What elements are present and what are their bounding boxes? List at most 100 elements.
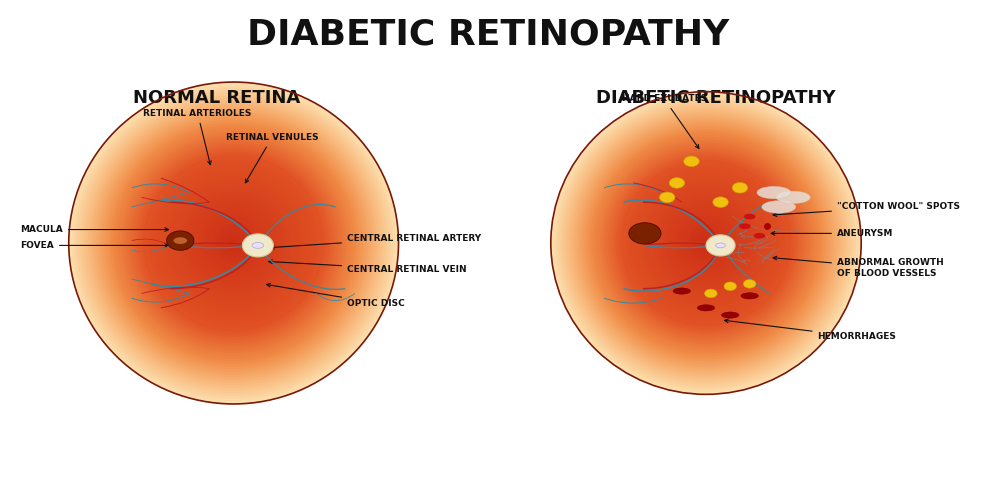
Ellipse shape xyxy=(225,235,242,251)
Ellipse shape xyxy=(214,224,253,262)
Ellipse shape xyxy=(99,112,369,374)
Circle shape xyxy=(716,243,725,248)
Ellipse shape xyxy=(102,114,366,372)
Ellipse shape xyxy=(610,150,802,336)
Ellipse shape xyxy=(146,157,321,329)
Ellipse shape xyxy=(132,144,335,342)
Ellipse shape xyxy=(684,156,700,167)
Ellipse shape xyxy=(118,130,349,356)
Ellipse shape xyxy=(160,171,308,315)
Ellipse shape xyxy=(572,112,840,374)
Ellipse shape xyxy=(228,238,239,248)
Text: HARD EXUDATES: HARD EXUDATES xyxy=(621,94,707,148)
Ellipse shape xyxy=(678,215,734,271)
Text: CENTRAL RETINAL ARTERY: CENTRAL RETINAL ARTERY xyxy=(271,234,482,249)
Ellipse shape xyxy=(107,120,360,366)
Ellipse shape xyxy=(74,87,393,399)
Ellipse shape xyxy=(209,219,259,267)
Ellipse shape xyxy=(633,173,778,313)
Ellipse shape xyxy=(673,288,691,294)
Ellipse shape xyxy=(149,160,319,326)
Ellipse shape xyxy=(593,132,820,354)
Ellipse shape xyxy=(212,222,256,264)
Ellipse shape xyxy=(659,192,675,203)
Ellipse shape xyxy=(577,117,835,369)
Ellipse shape xyxy=(170,181,297,305)
Text: RETINAL ARTERIOLES: RETINAL ARTERIOLES xyxy=(144,109,252,165)
Ellipse shape xyxy=(167,179,299,307)
Ellipse shape xyxy=(654,192,758,294)
Text: ABNORMAL GROWTH
OF BLOOD VESSELS: ABNORMAL GROWTH OF BLOOD VESSELS xyxy=(773,256,943,278)
Ellipse shape xyxy=(644,182,768,304)
Ellipse shape xyxy=(646,185,765,301)
Text: HEMORRHAGES: HEMORRHAGES xyxy=(724,319,897,341)
Ellipse shape xyxy=(600,139,812,347)
Ellipse shape xyxy=(595,135,818,351)
Ellipse shape xyxy=(683,220,729,266)
Ellipse shape xyxy=(626,165,786,321)
Ellipse shape xyxy=(582,122,830,364)
Ellipse shape xyxy=(639,177,773,309)
Ellipse shape xyxy=(665,203,747,283)
Text: ANEURYSM: ANEURYSM xyxy=(771,229,893,238)
Text: FOVEA: FOVEA xyxy=(20,241,168,250)
Ellipse shape xyxy=(176,187,291,299)
Ellipse shape xyxy=(113,125,355,361)
Ellipse shape xyxy=(721,312,739,318)
Ellipse shape xyxy=(672,210,739,276)
Ellipse shape xyxy=(163,173,305,313)
Ellipse shape xyxy=(620,160,792,326)
Ellipse shape xyxy=(152,162,316,324)
Ellipse shape xyxy=(612,152,799,334)
Text: MACULA: MACULA xyxy=(20,225,168,234)
Ellipse shape xyxy=(724,282,736,291)
Ellipse shape xyxy=(566,107,845,379)
Ellipse shape xyxy=(77,90,390,396)
Ellipse shape xyxy=(686,223,726,263)
Ellipse shape xyxy=(659,198,752,288)
Ellipse shape xyxy=(688,226,724,260)
Ellipse shape xyxy=(675,213,737,273)
Ellipse shape xyxy=(670,208,742,278)
Circle shape xyxy=(744,214,755,220)
Ellipse shape xyxy=(606,145,807,341)
Ellipse shape xyxy=(192,203,275,283)
Ellipse shape xyxy=(657,195,755,291)
Ellipse shape xyxy=(231,240,237,246)
Ellipse shape xyxy=(574,114,838,372)
Ellipse shape xyxy=(743,279,756,288)
Ellipse shape xyxy=(669,178,685,188)
Ellipse shape xyxy=(203,213,264,273)
Text: RETINAL VENULES: RETINAL VENULES xyxy=(226,133,318,183)
Ellipse shape xyxy=(580,120,832,366)
Ellipse shape xyxy=(553,94,858,392)
Ellipse shape xyxy=(680,218,732,268)
Ellipse shape xyxy=(667,205,745,281)
Ellipse shape xyxy=(623,162,789,324)
Ellipse shape xyxy=(618,157,794,329)
Ellipse shape xyxy=(68,82,398,404)
Ellipse shape xyxy=(776,191,811,204)
Ellipse shape xyxy=(704,241,709,245)
Ellipse shape xyxy=(698,305,715,311)
Ellipse shape xyxy=(636,175,776,311)
Ellipse shape xyxy=(629,223,661,244)
Ellipse shape xyxy=(615,155,797,331)
Ellipse shape xyxy=(181,192,285,294)
Ellipse shape xyxy=(223,232,245,254)
Ellipse shape xyxy=(701,238,712,248)
Ellipse shape xyxy=(551,92,861,394)
Ellipse shape xyxy=(559,99,853,387)
Ellipse shape xyxy=(104,117,363,369)
Ellipse shape xyxy=(603,142,810,344)
Ellipse shape xyxy=(607,147,805,339)
Ellipse shape xyxy=(585,124,827,362)
Ellipse shape xyxy=(91,104,377,382)
Ellipse shape xyxy=(195,206,273,280)
Ellipse shape xyxy=(757,186,791,199)
Ellipse shape xyxy=(662,200,750,286)
Ellipse shape xyxy=(154,165,313,321)
Text: DIABETIC RETINOPATHY: DIABETIC RETINOPATHY xyxy=(596,89,835,107)
Ellipse shape xyxy=(135,146,333,340)
Ellipse shape xyxy=(569,109,843,377)
